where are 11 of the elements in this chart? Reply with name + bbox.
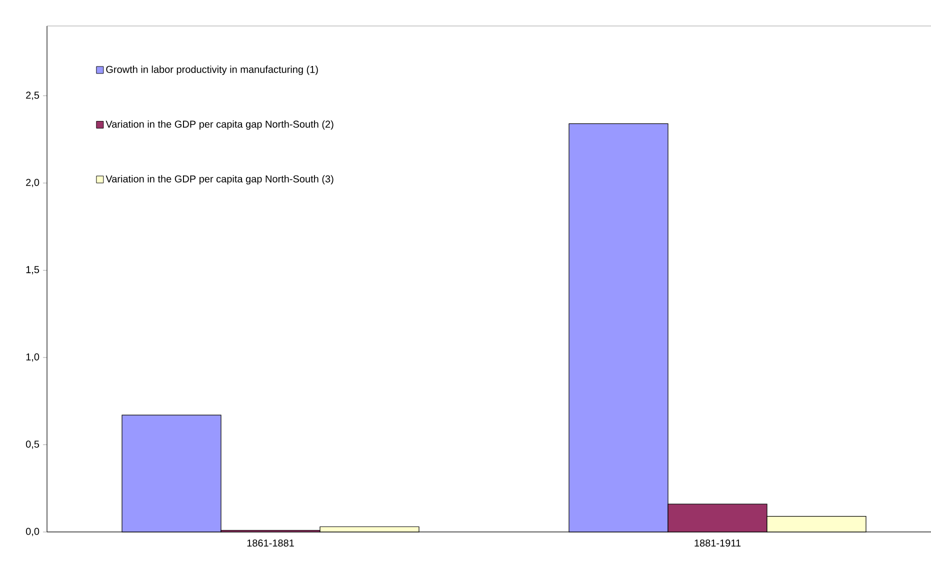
y-tick-label: 1,0 [26, 353, 40, 362]
y-tick-label: 2,0 [26, 178, 40, 188]
y-tick-label: 0,5 [26, 440, 40, 449]
y-tick-label: 0,0 [26, 528, 40, 536]
legend-label: Growth in labor productivity in manufacturing (1) [106, 66, 318, 75]
y-tick-label: 2,5 [26, 92, 40, 100]
legend-label: Variation in the GDP per capita gap North-South (3) [106, 175, 334, 184]
y-tick-label: 1,5 [26, 266, 40, 274]
x-tick-label: 1881-1911 [694, 540, 741, 547]
x-tick-label: 1861-1881 [247, 540, 294, 547]
legend-label: Variation in the GDP per capita gap North-South (2) [106, 120, 334, 130]
